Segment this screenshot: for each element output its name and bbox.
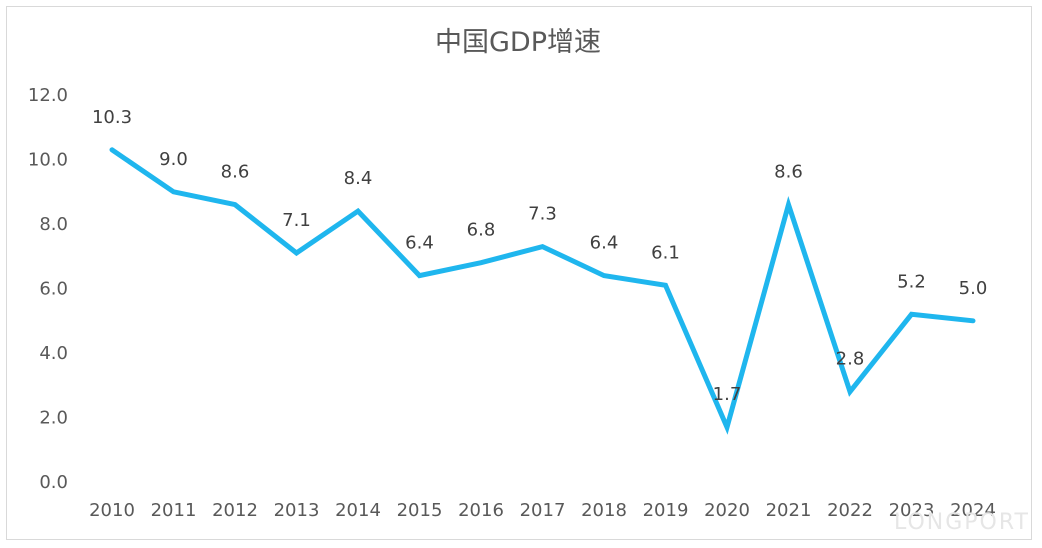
- data-label: 8.4: [344, 168, 373, 189]
- x-tick-label: 2012: [212, 500, 258, 521]
- data-label: 5.2: [897, 271, 926, 292]
- y-tick-label: 0.0: [39, 472, 68, 493]
- x-tick-label: 2014: [335, 500, 381, 521]
- data-label: 5.0: [959, 278, 988, 299]
- data-label: 8.6: [774, 162, 803, 183]
- x-tick-label: 2021: [766, 500, 812, 521]
- y-tick-label: 2.0: [39, 408, 68, 429]
- x-tick-label: 2011: [151, 500, 197, 521]
- x-tick-label: 2015: [397, 500, 443, 521]
- x-tick-label: 2013: [274, 500, 320, 521]
- x-tick-label: 2017: [520, 500, 566, 521]
- data-label: 8.6: [221, 162, 250, 183]
- chart-title: 中国GDP增速: [435, 27, 601, 58]
- y-tick-label: 10.0: [28, 150, 68, 171]
- y-tick-label: 12.0: [28, 85, 68, 106]
- x-tick-label: 2019: [643, 500, 689, 521]
- data-label: 1.7: [713, 384, 742, 405]
- data-label: 6.8: [467, 220, 496, 241]
- data-label: 2.8: [836, 349, 865, 370]
- x-tick-label: 2023: [889, 500, 935, 521]
- chart-frame: [6, 6, 1032, 540]
- x-tick-label: 2022: [827, 500, 873, 521]
- data-label: 6.1: [651, 242, 680, 263]
- gdp-growth-series-line: [109, 147, 976, 435]
- data-label: 10.3: [92, 107, 132, 128]
- x-tick-label: 2024: [950, 500, 996, 521]
- data-label: 6.4: [590, 233, 619, 254]
- data-label: 7.1: [282, 210, 311, 231]
- x-tick-label: 2018: [581, 500, 627, 521]
- y-tick-label: 8.0: [39, 214, 68, 235]
- x-axis: 2010 2011 2012 2013 2014 2015 2016 2017 2018 2019…: [89, 500, 996, 521]
- x-tick-label: 2016: [458, 500, 504, 521]
- y-tick-label: 4.0: [39, 343, 68, 364]
- data-label: 9.0: [159, 149, 188, 170]
- x-tick-label: 2010: [89, 500, 135, 521]
- data-label: 7.3: [528, 204, 557, 225]
- data-label: 6.4: [405, 233, 434, 254]
- data-labels: 10.3 9.0 8.6 7.1 8.4 6.4 6.8 7.3 6.4 6.1 1.7 8.6 2.8…: [92, 107, 987, 405]
- x-tick-label: 2020: [704, 500, 750, 521]
- watermark: LONGPORT: [894, 510, 1030, 535]
- y-axis: 0.0 2.0 4.0 6.0 8.0 10.0 12.0: [28, 85, 68, 493]
- y-tick-label: 6.0: [39, 279, 68, 300]
